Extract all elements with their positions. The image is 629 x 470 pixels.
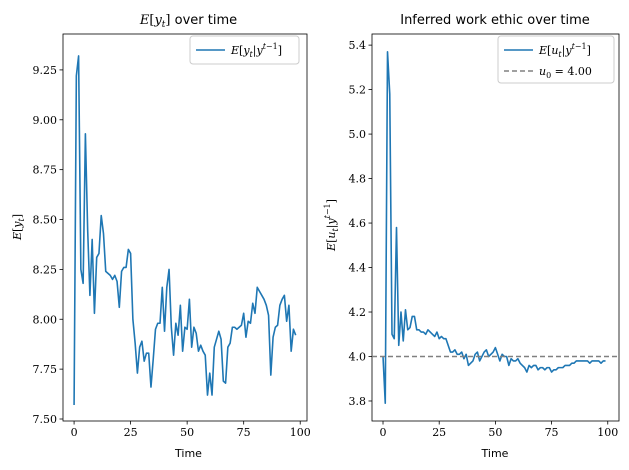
y-tick-label: 4.2 [349,306,367,319]
x-tick-label: 0 [71,426,78,439]
y-tick-label: 4.6 [349,217,367,230]
y-tick-label: 3.8 [349,395,367,408]
chart-right-ylabel: E[ut|yt−1] [323,199,340,252]
y-tick-label: 4.4 [349,262,367,275]
chart-right-title: Inferred work ethic over time [400,13,590,28]
y-tick-label: 5.4 [349,39,367,52]
x-tick-label: 75 [237,426,251,439]
chart-right-plot-area: 0 25 50 75 100 3.8 4.0 4.2 4.4 4.6 4.8 5.0 5.2 5.4 [349,33,620,439]
x-tick-label: 0 [380,426,387,439]
x-tick-label: 50 [488,426,502,439]
plot-frame [371,33,620,422]
chart-right-xlabel: Time [481,447,509,460]
legend-label: E[yt|yt−1] [230,42,282,59]
chart-right-legend: E[ut|yt−1] u0 = 4.00 [497,35,615,84]
y-tick-label: 5.2 [349,84,367,97]
legend-label-expected-u: E[ut|yt−1] [538,42,591,59]
chart-left-legend: E[yt|yt−1] [189,35,300,65]
y-tick-label: 9.00 [33,114,58,127]
x-tick-label: 100 [290,426,311,439]
y-tick-label: 8.50 [33,214,58,227]
legend-frame [189,35,300,65]
x-tick-label: 100 [597,426,618,439]
chart-left-title: E[yt] over time [139,13,237,30]
x-tick-label: 75 [545,426,559,439]
y-tick-label: 9.25 [33,64,58,77]
series-line [73,55,297,406]
y-tick-label: 8.00 [33,313,58,326]
chart-left-ylabel: E[yt] [11,214,26,241]
y-tick-label: 4.0 [349,351,367,364]
series-line [382,50,606,405]
plot-frame [62,33,308,422]
x-tick-label: 25 [432,426,446,439]
legend-frame [497,35,615,84]
chart-left-plot-area: 0 25 50 75 100 7.50 7.75 8.00 8.25 8.50 8.75 9.00 9.… [33,33,311,439]
y-tick-label: 7.50 [33,413,58,426]
chart-left: E[yt] over time 0 25 50 75 100 7.50 7.75 8.00 8.… [11,13,311,460]
y-tick-label: 8.75 [33,164,58,177]
x-tick-label: 25 [124,426,138,439]
x-tick-label: 50 [180,426,194,439]
y-tick-label: 4.8 [349,173,367,186]
y-tick-label: 7.75 [33,363,58,376]
y-tick-label: 5.0 [349,128,367,141]
chart-right: Inferred work ethic over time 0 25 50 75 100… [323,13,620,460]
chart-left-xlabel: Time [174,447,202,460]
y-tick-label: 8.25 [33,263,58,276]
legend-label-u0: u0 = 4.00 [539,65,592,80]
